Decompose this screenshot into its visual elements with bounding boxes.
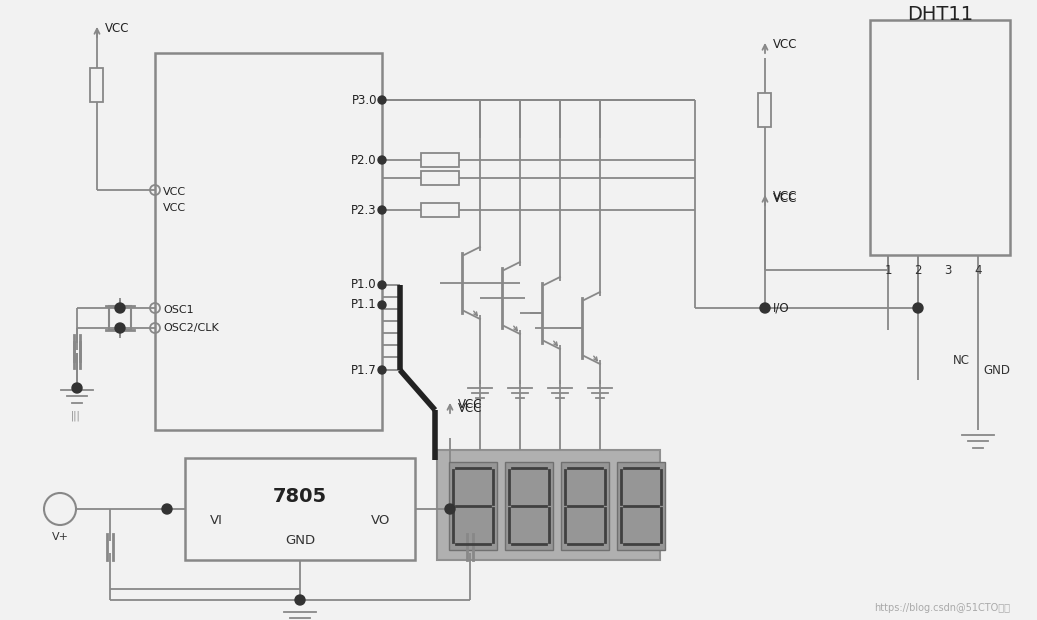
Text: GND: GND	[285, 533, 315, 546]
Circle shape	[445, 504, 455, 514]
Circle shape	[72, 383, 82, 393]
Text: DHT11: DHT11	[907, 5, 973, 24]
Text: VCC: VCC	[773, 192, 797, 205]
Bar	[421, 171, 459, 185]
Text: P2.3: P2.3	[352, 203, 377, 216]
Circle shape	[115, 323, 125, 333]
Text: 7805: 7805	[273, 487, 327, 505]
Text: 2: 2	[915, 264, 922, 277]
Bar	[185, 458, 415, 560]
Text: VCC: VCC	[773, 37, 797, 50]
Bar	[561, 462, 609, 550]
Circle shape	[379, 366, 386, 374]
Bar	[449, 462, 497, 550]
Bar	[505, 462, 553, 550]
Text: VI: VI	[211, 513, 223, 526]
Text: P1.1: P1.1	[352, 298, 377, 311]
Text: VO: VO	[370, 513, 390, 526]
Circle shape	[162, 504, 172, 514]
Text: P3.0: P3.0	[352, 94, 377, 107]
Text: VCC: VCC	[458, 402, 482, 415]
Text: VCC: VCC	[458, 397, 482, 410]
Text: VCC: VCC	[773, 190, 797, 203]
Circle shape	[379, 281, 386, 289]
Circle shape	[379, 301, 386, 309]
Bar	[109, 306, 131, 330]
Text: V+: V+	[52, 532, 68, 542]
Text: P2.0: P2.0	[352, 154, 377, 167]
Circle shape	[760, 303, 770, 313]
Circle shape	[379, 206, 386, 214]
Text: VCC: VCC	[163, 187, 186, 197]
Circle shape	[295, 595, 305, 605]
Circle shape	[913, 303, 923, 313]
Text: OSC2/CLK: OSC2/CLK	[163, 323, 219, 333]
Text: GND: GND	[983, 363, 1010, 376]
Bar	[421, 203, 459, 217]
Bar	[421, 153, 459, 167]
Bar	[155, 53, 382, 430]
Text: I/O: I/O	[773, 301, 789, 314]
Text: 4: 4	[974, 264, 982, 277]
Text: P1.0: P1.0	[352, 278, 377, 291]
Circle shape	[379, 156, 386, 164]
Text: VCC: VCC	[163, 203, 186, 213]
Circle shape	[115, 303, 125, 313]
Text: |||: |||	[71, 410, 81, 421]
Text: https://blog.csdn@51CTO博客: https://blog.csdn@51CTO博客	[874, 603, 1010, 613]
Text: OSC1: OSC1	[163, 305, 194, 315]
Text: VCC: VCC	[105, 22, 130, 35]
Bar	[90, 68, 104, 102]
Text: P1.7: P1.7	[352, 363, 377, 376]
Bar	[617, 462, 665, 550]
Bar	[758, 93, 772, 127]
Text: 1: 1	[885, 264, 892, 277]
Text: NC: NC	[953, 353, 970, 366]
Circle shape	[379, 96, 386, 104]
Text: 3: 3	[945, 264, 952, 277]
Bar	[437, 450, 660, 560]
Bar	[870, 20, 1010, 255]
